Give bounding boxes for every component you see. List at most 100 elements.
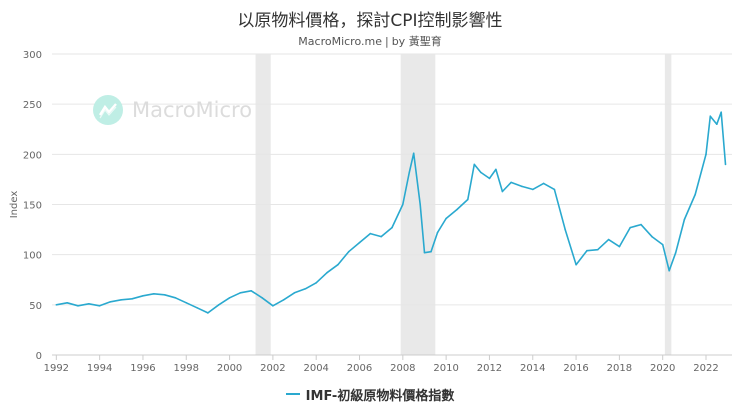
- data-point: [510, 181, 512, 184]
- data-point: [196, 307, 198, 309]
- data-point: [553, 188, 556, 191]
- data-point: [77, 305, 79, 307]
- data-point: [480, 171, 482, 174]
- data-point: [408, 171, 411, 174]
- data-point: [55, 304, 58, 306]
- data-point: [716, 123, 718, 125]
- watermark: MacroMicro: [93, 95, 252, 125]
- data-point: [423, 251, 426, 254]
- data-point: [272, 305, 274, 307]
- data-point: [501, 190, 504, 193]
- author-label: by 黃聖育: [391, 35, 442, 48]
- data-point: [618, 245, 621, 248]
- data-point: [586, 249, 588, 252]
- data-point: [532, 188, 534, 191]
- data-point: [674, 251, 677, 254]
- x-tick-label: 2020: [650, 363, 675, 374]
- x-tick-label: 2018: [607, 363, 632, 374]
- legend-label: IMF-初級原物料價格指數: [305, 388, 455, 404]
- x-tick-label: 2022: [693, 363, 718, 374]
- y-axis-label: Index: [9, 191, 20, 219]
- data-point: [488, 177, 491, 180]
- x-tick-label: 2006: [347, 363, 372, 374]
- data-point: [66, 302, 68, 304]
- y-tick-label: 300: [23, 50, 42, 61]
- y-tick-label: 100: [23, 251, 42, 262]
- watermark-text: MacroMicro: [132, 98, 253, 122]
- data-point: [98, 305, 101, 307]
- x-tick-label: 2004: [303, 363, 328, 374]
- data-point: [207, 312, 209, 314]
- data-point: [185, 302, 188, 304]
- data-point: [430, 250, 432, 253]
- data-point: [337, 263, 339, 266]
- data-point: [109, 301, 112, 303]
- legend-swatch: [285, 393, 300, 395]
- grid-layer: [52, 53, 732, 306]
- x-tick-label: 2008: [390, 363, 415, 374]
- x-tick-label: 2000: [217, 363, 242, 374]
- chart-legend: IMF-初級原物料價格指數: [0, 384, 740, 404]
- data-point: [391, 226, 393, 229]
- data-point: [542, 182, 545, 185]
- data-point: [495, 168, 497, 171]
- x-tick-label: 1998: [174, 363, 199, 374]
- watermark-logo-icon: [93, 95, 123, 125]
- series-layer: [55, 111, 727, 314]
- data-point: [651, 235, 653, 238]
- data-point: [668, 269, 670, 272]
- data-point: [88, 303, 90, 305]
- x-tick-label: 2014: [520, 363, 545, 374]
- data-point: [347, 250, 350, 253]
- data-point: [683, 218, 686, 221]
- data-point: [705, 153, 707, 156]
- y-tick-label: 250: [23, 100, 42, 111]
- data-point: [724, 163, 727, 166]
- data-point: [358, 241, 361, 244]
- data-point: [412, 152, 415, 155]
- data-point: [661, 243, 664, 246]
- data-point: [709, 115, 712, 117]
- data-point: [174, 297, 177, 299]
- y-tick-label: 50: [29, 301, 42, 312]
- data-point: [315, 282, 318, 284]
- data-point: [153, 293, 155, 295]
- y-tick-label: 0: [36, 351, 42, 362]
- axis-layer: 0 50 100 150 200 250 300 1992 1994 1996 1998 2000 20…: [9, 50, 732, 374]
- x-tick-label: 1992: [44, 363, 69, 374]
- data-point: [436, 231, 439, 234]
- data-point: [228, 297, 231, 299]
- subtitle-separator: |: [384, 35, 389, 48]
- y-tick-label: 200: [23, 150, 42, 161]
- x-tick-label: 1996: [130, 363, 155, 374]
- source-link[interactable]: MacroMicro.me: [298, 35, 382, 48]
- data-point: [467, 198, 469, 201]
- data-point: [402, 203, 404, 206]
- data-point: [293, 292, 296, 294]
- data-point: [456, 208, 458, 211]
- data-point: [640, 223, 642, 226]
- legend-item[interactable]: IMF-初級原物料價格指數: [285, 385, 455, 404]
- data-point: [521, 185, 523, 188]
- data-point: [326, 271, 328, 274]
- chart-title: 以原物料價格，探討CPI控制影響性: [237, 11, 503, 31]
- x-tick-label: 2010: [433, 363, 458, 374]
- data-point: [694, 193, 696, 196]
- data-point: [239, 292, 242, 294]
- data-point: [445, 217, 447, 220]
- data-point: [473, 163, 476, 166]
- data-point: [131, 298, 133, 300]
- data-point: [720, 111, 722, 113]
- data-point: [282, 299, 285, 301]
- data-point: [369, 232, 372, 235]
- data-point: [575, 263, 577, 266]
- data-point: [564, 228, 566, 231]
- data-point: [261, 297, 263, 299]
- y-tick-label: 150: [23, 201, 42, 212]
- series-line: [56, 111, 727, 314]
- data-point: [607, 238, 610, 241]
- data-point: [629, 226, 631, 229]
- data-point: [218, 304, 220, 306]
- chart-subtitle: MacroMicro.me | by 黃聖育: [0, 33, 740, 49]
